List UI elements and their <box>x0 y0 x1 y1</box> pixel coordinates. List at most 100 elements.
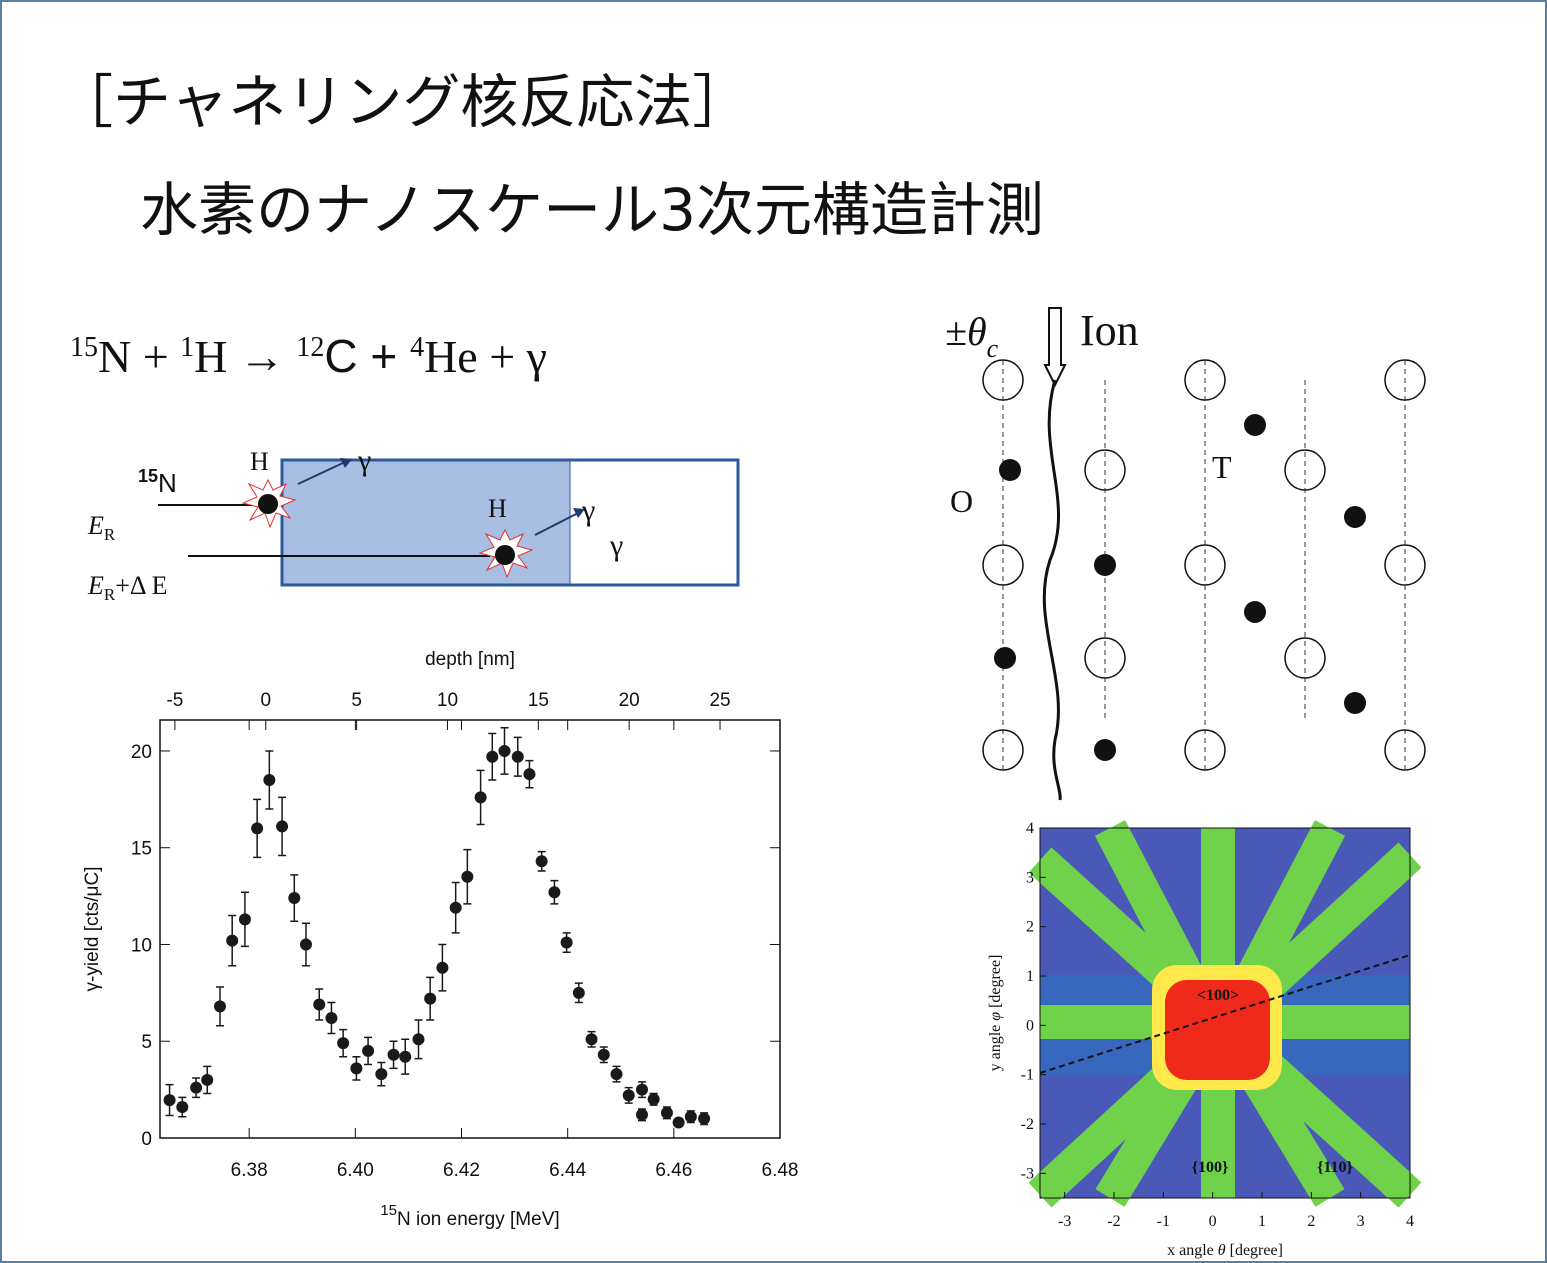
y-tick-label: 2 <box>1026 919 1034 936</box>
t: θ <box>1218 1242 1226 1259</box>
t: y angle <box>987 1021 1004 1072</box>
plane-label: {110} <box>1317 1159 1353 1176</box>
t: φ <box>987 1012 1004 1021</box>
y-tick-label: -1 <box>1021 1067 1034 1084</box>
ion-label: Ion <box>1080 306 1139 355</box>
data-point <box>313 998 325 1010</box>
slide: ［チャネリング核反応法］ 水素のナノスケール3次元構造計測 15 N + 1H →… <box>0 0 1547 1263</box>
gamma-label: γ <box>357 444 371 477</box>
data-point <box>673 1117 685 1129</box>
subtitle: 水素のナノスケール3次元構造計測 <box>140 176 1044 244</box>
x-tick-label: 6.46 <box>655 1160 692 1181</box>
x2-tick-label: 5 <box>351 690 362 711</box>
data-point <box>276 820 288 832</box>
y-tick-label: -2 <box>1021 1116 1034 1133</box>
t: x angle <box>1167 1242 1218 1259</box>
plane-label: {100} <box>1192 1159 1229 1176</box>
y-tick-label: -3 <box>1021 1165 1034 1182</box>
data-point <box>300 938 312 950</box>
x-tick-label: 4 <box>1406 1213 1414 1230</box>
y-tick-label: 15 <box>131 839 152 860</box>
data-point <box>536 855 548 867</box>
data-point <box>413 1033 425 1045</box>
eq-part: He + γ <box>424 331 547 382</box>
y-tick-label: 0 <box>1026 1017 1034 1034</box>
x-tick-label: 6.40 <box>337 1160 374 1181</box>
heatmap: <100> {100} {110} x angle θ [degree] y a… <box>987 820 1414 1259</box>
theta: ±θ <box>945 309 987 354</box>
data-point <box>636 1084 648 1096</box>
h-atom <box>1244 414 1266 436</box>
data-point <box>623 1089 635 1101</box>
h-atom <box>1344 506 1366 528</box>
data-point <box>388 1049 400 1061</box>
h-label: H <box>250 447 269 476</box>
y-tick-label: 3 <box>1026 869 1034 886</box>
data-point <box>164 1094 176 1106</box>
x-tick-label: -2 <box>1107 1213 1120 1230</box>
data-point <box>512 751 524 763</box>
x-tick-label: 6.44 <box>549 1160 586 1181</box>
x-tick-label: -1 <box>1157 1213 1170 1230</box>
sup: 4 <box>410 332 424 363</box>
data-point <box>685 1111 697 1123</box>
data-point <box>461 871 473 883</box>
data-point <box>523 768 535 780</box>
x-label: x angle θ [degree] <box>1167 1242 1283 1259</box>
gamma-label: γ <box>609 529 623 562</box>
y-tick-label: 10 <box>131 935 152 956</box>
x2-tick-label: -5 <box>166 690 183 711</box>
eq-part: C + <box>324 330 410 382</box>
sup: 15 <box>380 1202 397 1219</box>
h-atom <box>495 545 515 565</box>
x2-tick-label: 25 <box>709 690 730 711</box>
h-label: H <box>488 494 507 523</box>
data-point <box>661 1107 673 1119</box>
data-point <box>586 1033 598 1045</box>
data-point <box>424 993 436 1005</box>
title: ［チャネリング核反応法］ <box>55 68 750 136</box>
beam: N <box>158 468 177 498</box>
x-tick-label: 3 <box>1357 1213 1365 1230</box>
eq-part: H → <box>194 331 296 382</box>
o-site: O <box>950 483 973 519</box>
h-atom <box>999 459 1021 481</box>
data-point <box>362 1045 374 1057</box>
data-point <box>698 1113 710 1125</box>
x-tick-label: 6.48 <box>762 1160 799 1181</box>
x2-tick-label: 10 <box>437 690 458 711</box>
data-point <box>548 886 560 898</box>
data-point <box>214 1000 226 1012</box>
y-label: γ-yield [cts/μC] <box>82 867 103 992</box>
eq-part: N + <box>98 331 180 382</box>
data-point <box>350 1062 362 1074</box>
sample-filled <box>282 460 570 585</box>
x-tick-label: -3 <box>1058 1213 1071 1230</box>
sup: 1 <box>180 332 194 363</box>
data-point <box>486 751 498 763</box>
x2-label: depth [nm] <box>425 649 515 670</box>
x2-tick-label: 15 <box>528 690 549 711</box>
data-point <box>450 902 462 914</box>
data-point <box>190 1082 202 1094</box>
data-point <box>239 913 251 925</box>
axis-label: <100> <box>1197 987 1239 1004</box>
data-point <box>611 1068 623 1080</box>
y-tick-label: 0 <box>141 1129 152 1150</box>
t: [degree] <box>987 955 1004 1012</box>
data-point <box>176 1101 188 1113</box>
x2-tick-label: 0 <box>260 690 271 711</box>
sup: 15 <box>138 466 158 486</box>
data-point <box>399 1051 411 1063</box>
x-label-text: N ion energy [MeV] <box>397 1209 560 1230</box>
y-tick-label: 20 <box>131 742 152 763</box>
data-point <box>337 1037 349 1049</box>
h-atom <box>1094 739 1116 761</box>
data-point <box>325 1012 337 1024</box>
e: E <box>87 511 104 540</box>
energy-label: ER+Δ E <box>87 571 168 604</box>
sub: c <box>987 334 999 363</box>
data-point <box>288 892 300 904</box>
gamma-label: γ <box>581 494 595 527</box>
x-tick-label: 0 <box>1209 1213 1217 1230</box>
